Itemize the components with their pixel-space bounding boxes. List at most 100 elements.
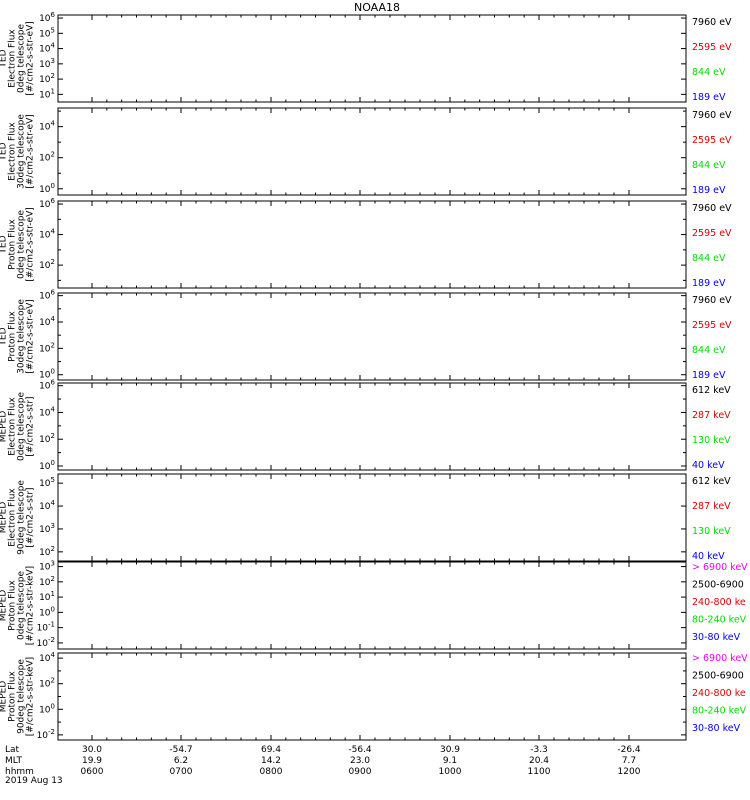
y-axis-title-line: [#/cm2-s-str-eV] (26, 21, 36, 96)
panel-8: 10-2 100 102 104 MEPED Proton Flux 90deg teles… (0, 651, 748, 741)
x-axis-value: 14.2 (261, 756, 281, 766)
y-tick-label: 10-2 (37, 728, 55, 741)
y-tick-label: 106 (39, 289, 55, 302)
plot-frame (57, 107, 687, 196)
legend-entry: 2595 eV (692, 320, 732, 331)
legend-entry: 30-80 keV (692, 632, 741, 643)
plot-frame (57, 473, 687, 562)
y-axis-title-line: 0deg telescope (17, 24, 27, 94)
y-tick-label: 106 (39, 197, 55, 210)
y-tick-label: 102 (39, 432, 55, 445)
y-axis-title-line: [#/cm2-s-str] (26, 396, 36, 456)
y-axis-title-line: 0deg telescope (17, 571, 27, 641)
y-axis-title-line: [#/cm2-s-str-keV] (26, 566, 36, 645)
x-axis-value: 1000 (439, 767, 462, 777)
x-axis-value: 23.0 (350, 756, 370, 766)
y-tick-label: 102 (39, 151, 55, 164)
x-axis-value: -3.3 (530, 745, 548, 755)
y-tick-label: 104 (39, 405, 55, 418)
plot-frame (57, 652, 687, 741)
x-axis-row-label: hhmm (5, 767, 34, 777)
legend-entry: 189 eV (692, 278, 726, 289)
y-axis-title-line: 90deg telescope (17, 480, 27, 555)
y-axis-title-line: TED (0, 235, 9, 254)
legend-entry: 2595 eV (692, 135, 732, 146)
y-axis-title-line: MEPED (0, 502, 9, 534)
x-axis-value: 20.4 (529, 756, 549, 766)
legend-entry: 80-240 keV (692, 615, 747, 626)
y-tick-label: 100 (39, 702, 55, 715)
date-label: 2019 Aug 13 (5, 776, 63, 786)
legend-entry: 40 keV (692, 460, 725, 471)
legend-entry: 30-80 keV (692, 723, 741, 734)
legend-entry: 287 keV (692, 410, 731, 421)
x-axis-labels: Lat 30.0 -54.7 69.4 -56.4 30.9 -3.3 -26.4 MLT 19.… (5, 745, 641, 777)
y-tick-label: 101 (39, 87, 55, 100)
legend-entry: 844 eV (692, 160, 726, 171)
legend-entry: 7960 eV (692, 295, 732, 306)
y-tick-label: 100 (39, 182, 55, 195)
legend-entry: 612 keV (692, 385, 731, 396)
legend-entry: 2500-6900 (692, 671, 744, 682)
panel-6: 102 103 104 105 MEPED Electron Flux 90deg tele… (0, 473, 731, 562)
y-axis-title-line: Proton Flux (8, 671, 18, 722)
y-tick-label: 103 (39, 522, 55, 535)
x-axis-row-label: Lat (5, 745, 20, 755)
plot-frame (57, 561, 687, 650)
x-axis-value: 0700 (170, 767, 193, 777)
y-axis-title-line: 0deg telescope (17, 392, 27, 462)
y-tick-label: 104 (39, 315, 55, 328)
x-axis-value: 0600 (81, 767, 104, 777)
legend-entry: 2500-6900 (692, 580, 744, 591)
y-axis-title-line: 90deg telescope (17, 659, 27, 734)
y-axis-title-line: [#/cm2-s-str] (26, 487, 36, 547)
y-tick-label: 106 (39, 11, 55, 24)
panel-3: 102 104 106 TED Proton Flux 0deg telescope [#/… (0, 197, 732, 289)
x-axis-value: 0900 (349, 767, 372, 777)
legend-entry: 2595 eV (692, 228, 732, 239)
x-axis-value: 30.0 (82, 745, 102, 755)
y-tick-label: 104 (39, 120, 55, 133)
y-tick-label: 102 (39, 545, 55, 558)
legend-entry: 189 eV (692, 185, 726, 196)
legend-entry: 844 eV (692, 67, 726, 78)
y-tick-label: 102 (39, 258, 55, 271)
y-tick-label: 102 (39, 575, 55, 588)
legend-entry: 2595 eV (692, 42, 732, 53)
x-axis-value: 1100 (528, 767, 551, 777)
x-axis-value: -54.7 (169, 745, 192, 755)
x-axis-value: 19.9 (82, 756, 102, 766)
x-axis-value: -26.4 (617, 745, 641, 755)
y-tick-label: 100 (39, 459, 55, 472)
x-axis-value: -56.4 (348, 745, 372, 755)
y-axis-title-line: Electron Flux (8, 29, 18, 88)
y-tick-label: 103 (39, 560, 55, 573)
y-axis-title-line: Electron Flux (8, 488, 18, 547)
y-tick-label: 10-2 (37, 636, 55, 649)
y-tick-label: 104 (39, 499, 55, 512)
y-axis-title-line: [#/cm2-s-str-eV] (26, 114, 36, 189)
legend-entry: 240-800 ke (692, 597, 746, 608)
legend-entry: > 6900 keV (692, 653, 748, 664)
legend-entry: 130 keV (692, 526, 731, 537)
legend-entry: 7960 eV (692, 17, 732, 28)
y-axis-title-line: [#/cm2-s-str-keV] (26, 657, 36, 736)
y-axis-title-line: Proton Flux (8, 219, 18, 270)
y-tick-label: 101 (39, 590, 55, 603)
y-axis-title-line: MEPED (0, 411, 9, 443)
x-axis-value: 7.7 (622, 756, 636, 766)
y-tick-label: 105 (39, 26, 55, 39)
y-axis-title-line: MEPED (0, 590, 9, 622)
y-axis-title-line: Electron Flux (8, 122, 18, 181)
y-axis-title-line: 30deg telescope (17, 299, 27, 374)
y-axis-title-line: TED (0, 142, 9, 161)
y-axis-title-line: 30deg telescope (17, 114, 27, 189)
legend-entry: 7960 eV (692, 203, 732, 214)
legend-entry: 40 keV (692, 551, 725, 562)
y-axis-title-line: TED (0, 327, 9, 346)
legend-entry: 130 keV (692, 435, 731, 446)
figure-title: NOAA18 (354, 1, 400, 14)
x-axis-value: 69.4 (261, 745, 281, 755)
